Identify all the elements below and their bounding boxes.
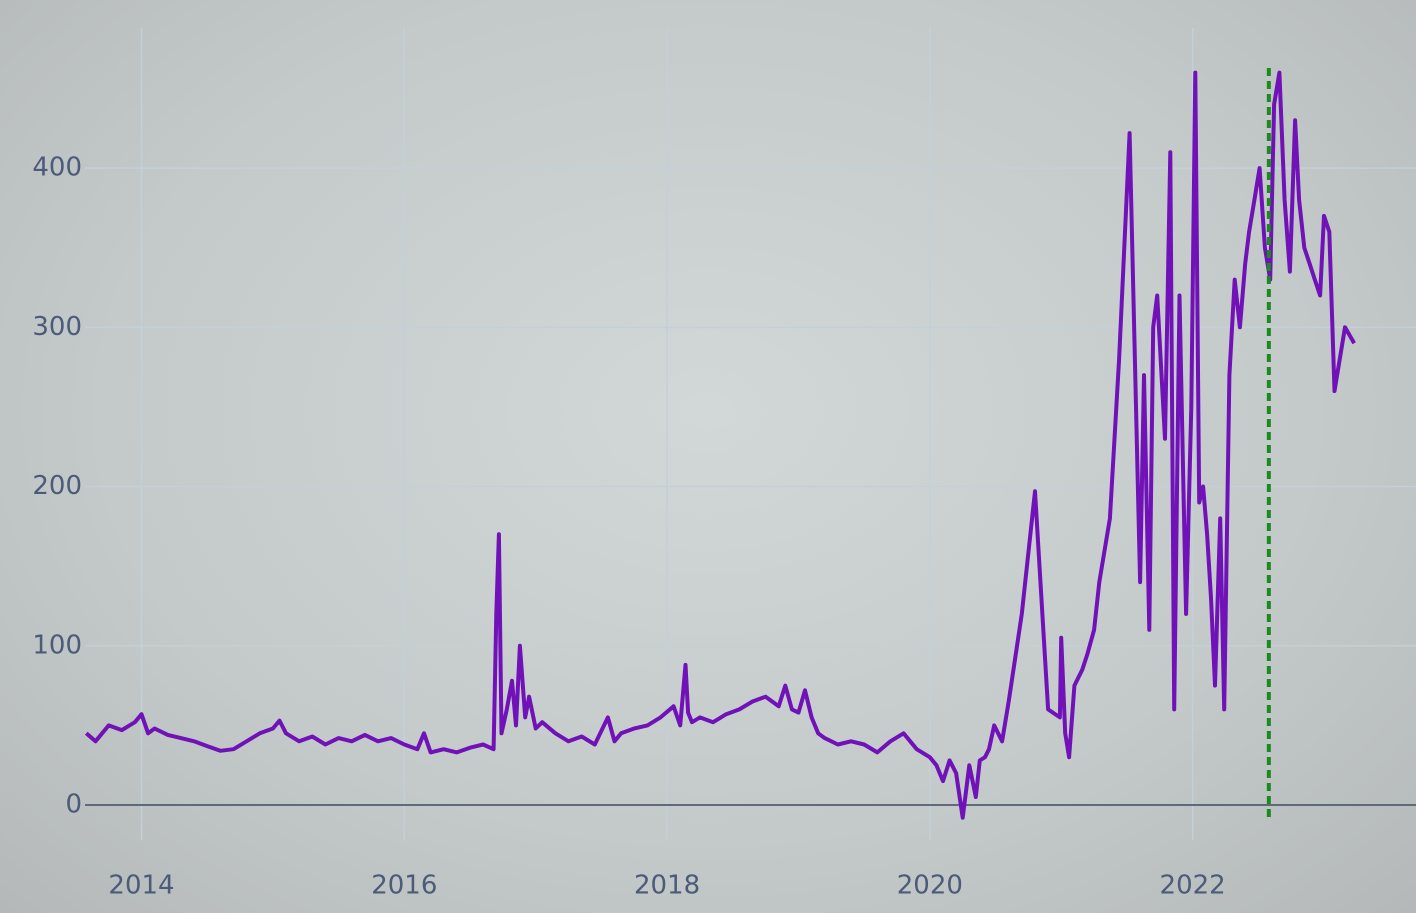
x-tick-label: 2016 xyxy=(371,871,437,901)
x-tick-label: 2014 xyxy=(108,871,174,901)
x-tick-label: 2018 xyxy=(634,871,700,901)
y-tick-label: 100 xyxy=(32,630,82,660)
x-tick-label: 2020 xyxy=(897,871,963,901)
data-line xyxy=(84,70,1356,820)
y-tick-label: 200 xyxy=(32,471,82,501)
y-tick-label: 300 xyxy=(32,312,82,342)
x-tick-label: 2022 xyxy=(1160,871,1226,901)
y-tick-label: 400 xyxy=(32,153,82,183)
y-tick-label: 0 xyxy=(65,789,82,819)
